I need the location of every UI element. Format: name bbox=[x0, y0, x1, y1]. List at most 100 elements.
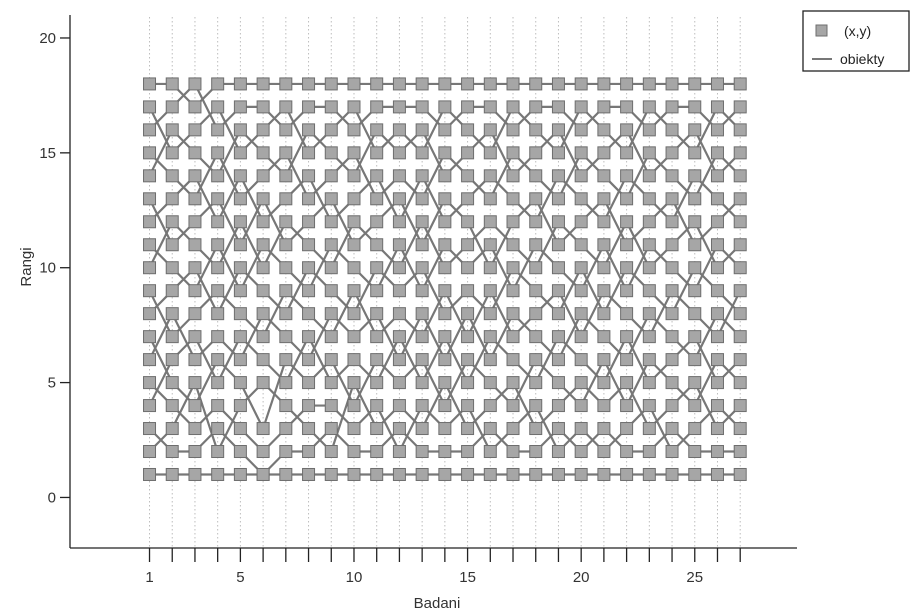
data-point bbox=[143, 307, 157, 321]
data-point bbox=[665, 100, 679, 114]
data-point bbox=[415, 77, 429, 91]
data-point bbox=[415, 422, 429, 436]
data-point bbox=[188, 100, 202, 114]
data-point bbox=[302, 261, 316, 275]
data-point bbox=[665, 238, 679, 252]
data-point bbox=[438, 146, 452, 160]
data-point bbox=[597, 261, 611, 275]
data-point bbox=[188, 376, 202, 390]
data-point bbox=[597, 169, 611, 183]
data-point bbox=[302, 169, 316, 183]
data-point bbox=[143, 261, 157, 275]
data-point bbox=[143, 169, 157, 183]
data-point bbox=[733, 146, 747, 160]
data-point bbox=[279, 169, 293, 183]
data-point bbox=[574, 77, 588, 91]
data-point bbox=[165, 238, 179, 252]
data-point bbox=[551, 169, 565, 183]
data-point bbox=[233, 445, 247, 459]
data-point bbox=[165, 123, 179, 137]
data-point bbox=[415, 445, 429, 459]
data-point bbox=[506, 422, 520, 436]
x-tick-label: 1 bbox=[145, 569, 153, 586]
data-point bbox=[529, 284, 543, 298]
data-point bbox=[324, 353, 338, 367]
data-point bbox=[324, 467, 338, 481]
data-point bbox=[392, 376, 406, 390]
data-point bbox=[211, 353, 225, 367]
data-point bbox=[529, 238, 543, 252]
data-point bbox=[143, 422, 157, 436]
data-point bbox=[642, 467, 656, 481]
data-point bbox=[597, 192, 611, 206]
data-point bbox=[438, 467, 452, 481]
data-point bbox=[233, 146, 247, 160]
x-tick-label: 5 bbox=[236, 569, 244, 586]
data-point bbox=[710, 422, 724, 436]
data-point bbox=[574, 445, 588, 459]
data-point bbox=[597, 238, 611, 252]
data-point bbox=[733, 192, 747, 206]
data-point bbox=[188, 467, 202, 481]
data-point bbox=[551, 238, 565, 252]
data-point bbox=[370, 100, 384, 114]
data-point bbox=[165, 77, 179, 91]
data-point bbox=[279, 353, 293, 367]
data-point bbox=[597, 445, 611, 459]
data-point bbox=[324, 169, 338, 183]
data-point bbox=[597, 399, 611, 413]
y-axis-title: Rangi bbox=[18, 247, 35, 286]
data-point bbox=[347, 169, 361, 183]
data-point bbox=[461, 330, 475, 344]
data-point bbox=[188, 284, 202, 298]
data-point bbox=[461, 445, 475, 459]
data-point bbox=[688, 100, 702, 114]
data-point bbox=[506, 77, 520, 91]
data-point bbox=[438, 100, 452, 114]
data-point bbox=[620, 307, 634, 321]
data-point bbox=[392, 100, 406, 114]
data-point bbox=[438, 169, 452, 183]
legend-box bbox=[802, 10, 910, 72]
data-point bbox=[733, 77, 747, 91]
data-point bbox=[415, 192, 429, 206]
data-point bbox=[483, 284, 497, 298]
data-point bbox=[302, 123, 316, 137]
data-point bbox=[551, 376, 565, 390]
data-point bbox=[143, 330, 157, 344]
data-point bbox=[188, 192, 202, 206]
data-point bbox=[461, 399, 475, 413]
data-point bbox=[211, 330, 225, 344]
data-point bbox=[551, 261, 565, 275]
data-point bbox=[710, 169, 724, 183]
data-point bbox=[211, 399, 225, 413]
data-point bbox=[256, 238, 270, 252]
data-point bbox=[665, 330, 679, 344]
data-point bbox=[188, 353, 202, 367]
data-point bbox=[710, 146, 724, 160]
data-point bbox=[188, 215, 202, 229]
data-point bbox=[574, 284, 588, 298]
data-point bbox=[506, 399, 520, 413]
data-point bbox=[165, 307, 179, 321]
data-point bbox=[506, 467, 520, 481]
data-point bbox=[233, 169, 247, 183]
data-point bbox=[461, 77, 475, 91]
data-point bbox=[415, 330, 429, 344]
data-point bbox=[733, 467, 747, 481]
data-point bbox=[256, 445, 270, 459]
data-point bbox=[211, 146, 225, 160]
data-point bbox=[302, 307, 316, 321]
data-point bbox=[506, 123, 520, 137]
data-point bbox=[529, 445, 543, 459]
data-point bbox=[256, 376, 270, 390]
data-point bbox=[188, 123, 202, 137]
data-point bbox=[688, 261, 702, 275]
data-point bbox=[347, 307, 361, 321]
data-point bbox=[620, 123, 634, 137]
data-point bbox=[597, 123, 611, 137]
data-point bbox=[188, 238, 202, 252]
data-point bbox=[211, 192, 225, 206]
data-point bbox=[483, 399, 497, 413]
data-point bbox=[324, 376, 338, 390]
